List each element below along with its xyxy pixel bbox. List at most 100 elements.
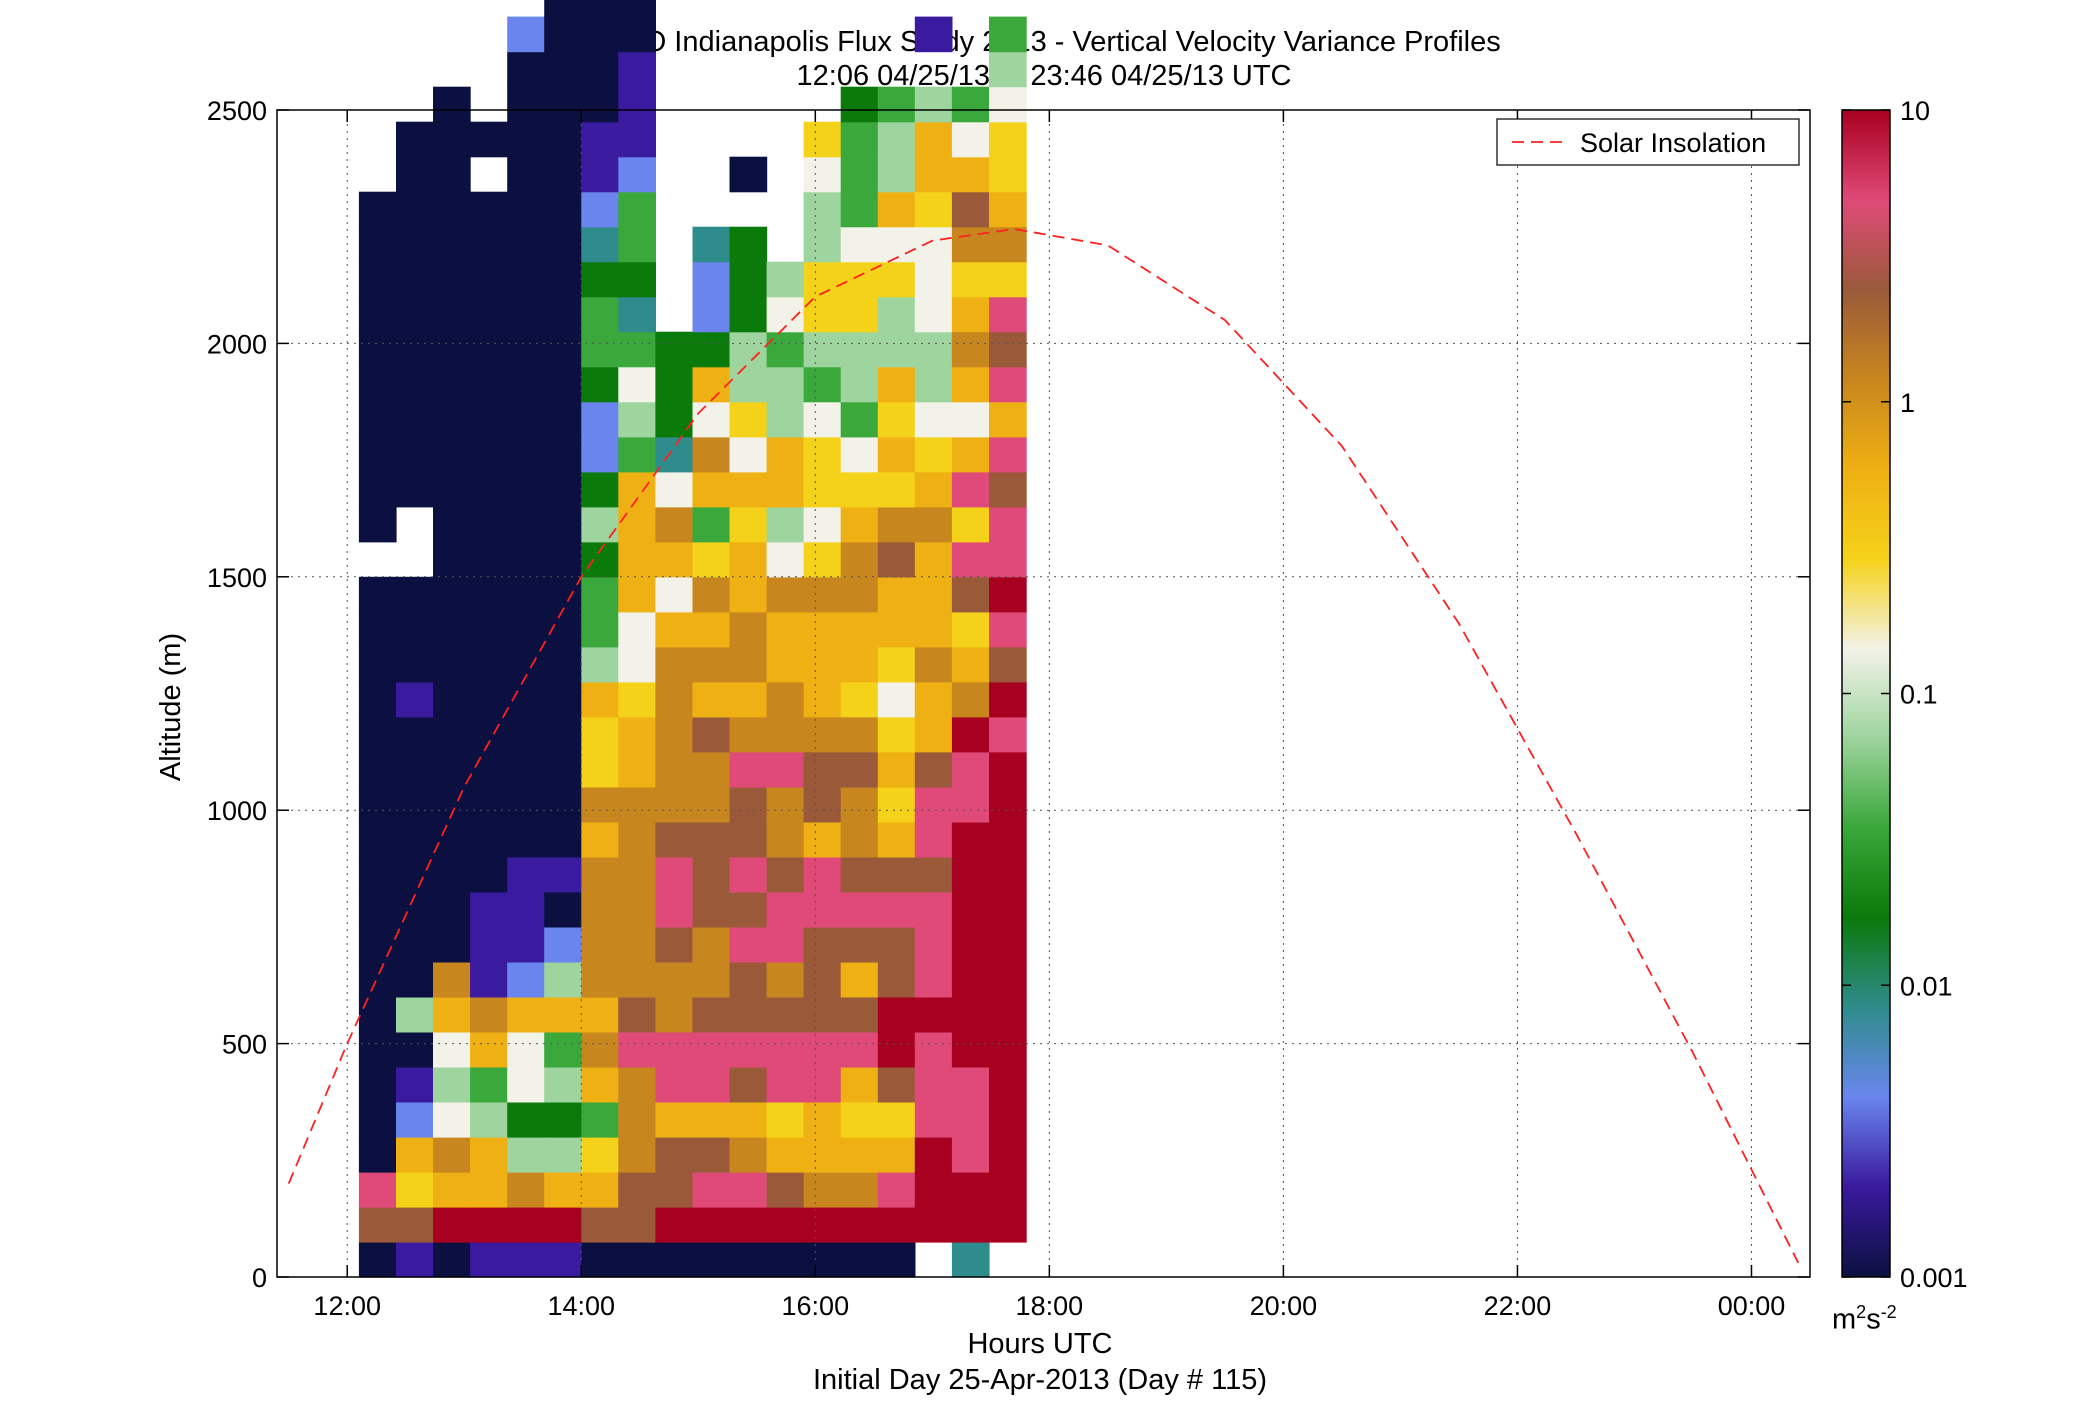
heatmap-cell (840, 786, 879, 823)
heatmap-cell (989, 681, 1027, 718)
heatmap-cell (951, 576, 990, 613)
heatmap-cell (951, 471, 990, 508)
heatmap-cell (877, 156, 916, 193)
x-tick-label: 18:00 (1016, 1291, 1084, 1321)
heatmap-cell (396, 646, 434, 683)
heatmap-cell (803, 1031, 842, 1068)
heatmap-cell (803, 1137, 842, 1173)
heatmap-cell (358, 401, 397, 438)
heatmap-cell (396, 156, 434, 193)
heatmap-cell (433, 541, 471, 578)
heatmap-cell (544, 1031, 582, 1068)
heatmap-cell (951, 436, 990, 473)
heatmap-cell (544, 261, 582, 298)
heatmap-cell (655, 1207, 694, 1243)
heatmap-cell (914, 821, 953, 858)
heatmap-cell (655, 1242, 694, 1278)
colorbar-unit: m2s-2 (1832, 1302, 1897, 1337)
heatmap-cell (989, 506, 1027, 543)
heatmap-cell (358, 611, 397, 648)
heatmap-cell (803, 226, 842, 263)
heatmap-cell (470, 1242, 508, 1278)
heatmap-cell (433, 1172, 471, 1208)
heatmap-cell (729, 996, 768, 1033)
heatmap-cell (433, 226, 471, 263)
heatmap-cell (877, 891, 916, 928)
heatmap-cell (358, 996, 397, 1033)
heatmap-cell (655, 541, 694, 578)
heatmap-cell (951, 366, 990, 403)
heatmap-cell (803, 961, 842, 998)
heatmap-cell (544, 506, 582, 543)
heatmap-cell (840, 436, 879, 473)
colorbar: 0.001 0.01 0.1 1 10 (1841, 96, 1968, 1293)
legend-label: Solar Insolation (1580, 128, 1766, 158)
heatmap-cell (989, 1207, 1027, 1243)
heatmap-cell (877, 716, 916, 753)
heatmap-cell (544, 226, 582, 263)
heatmap-cell (989, 1172, 1027, 1208)
heatmap-cell (803, 996, 842, 1033)
heatmap-cell (544, 821, 582, 858)
heatmap-cell (692, 996, 731, 1033)
heatmap-cell (692, 646, 731, 683)
heatmap-cell (358, 1031, 397, 1068)
heatmap-cell (766, 821, 805, 858)
heatmap-cell (655, 611, 694, 648)
heatmap-cell (692, 1137, 731, 1173)
heatmap-cell (544, 646, 582, 683)
heatmap-cell (470, 1031, 508, 1068)
heatmap-cell (951, 716, 990, 753)
heatmap-cell (396, 786, 434, 823)
heatmap-cell (358, 331, 397, 368)
heatmap-cell (358, 961, 397, 998)
heatmap-cell (358, 576, 397, 613)
heatmap-cell (433, 681, 471, 718)
heatmap-cell (766, 541, 805, 578)
heatmap-cell (358, 471, 397, 508)
heatmap-cell (618, 471, 656, 508)
heatmap-cell (803, 856, 842, 893)
heatmap-cell (729, 156, 768, 193)
heatmap-cell (507, 856, 545, 893)
heatmap-cell (544, 681, 582, 718)
heatmap-cell (840, 401, 879, 438)
y-axis-label: Altitude (m) (155, 632, 187, 782)
heatmap-cell (877, 1242, 916, 1278)
heatmap-cell (507, 1031, 545, 1068)
heatmap-cell (692, 1242, 731, 1278)
heatmap-cell (803, 471, 842, 508)
heatmap-cell (581, 681, 619, 718)
heatmap-cell (396, 716, 434, 753)
heatmap-cell (507, 576, 545, 613)
heatmap-cell (766, 681, 805, 718)
heatmap-cell (433, 1137, 471, 1173)
chart-subtitle: 12:06 04/25/13 to 23:46 04/25/13 UTC (796, 60, 1292, 92)
colorbar-unit-sup2: -2 (1880, 1302, 1897, 1322)
heatmap-cell (581, 926, 619, 963)
heatmap-cell (840, 1102, 879, 1138)
heatmap-cell (766, 471, 805, 508)
heatmap-cell (951, 996, 990, 1033)
heatmap-cell (877, 436, 916, 473)
heatmap-cell (840, 576, 879, 613)
heatmap-cell (655, 891, 694, 928)
heatmap-cell (914, 226, 953, 263)
heatmap-cell (358, 856, 397, 893)
heatmap-cell (507, 1172, 545, 1208)
heatmap-cell (433, 401, 471, 438)
heatmap-cell (951, 786, 990, 823)
heatmap-cell (877, 506, 916, 543)
heatmap-cell (470, 891, 508, 928)
heatmap-cell (877, 856, 916, 893)
heatmap-cell (766, 261, 805, 298)
heatmap-cell (618, 436, 656, 473)
heatmap-cell (581, 1031, 619, 1068)
heatmap-cell (581, 541, 619, 578)
heatmap-cell (544, 51, 582, 88)
heatmap-cell (877, 331, 916, 368)
colorbar-tick-label: 0.1 (1900, 680, 1938, 710)
y-tick-label: 1500 (207, 563, 267, 593)
heatmap-cell (507, 821, 545, 858)
